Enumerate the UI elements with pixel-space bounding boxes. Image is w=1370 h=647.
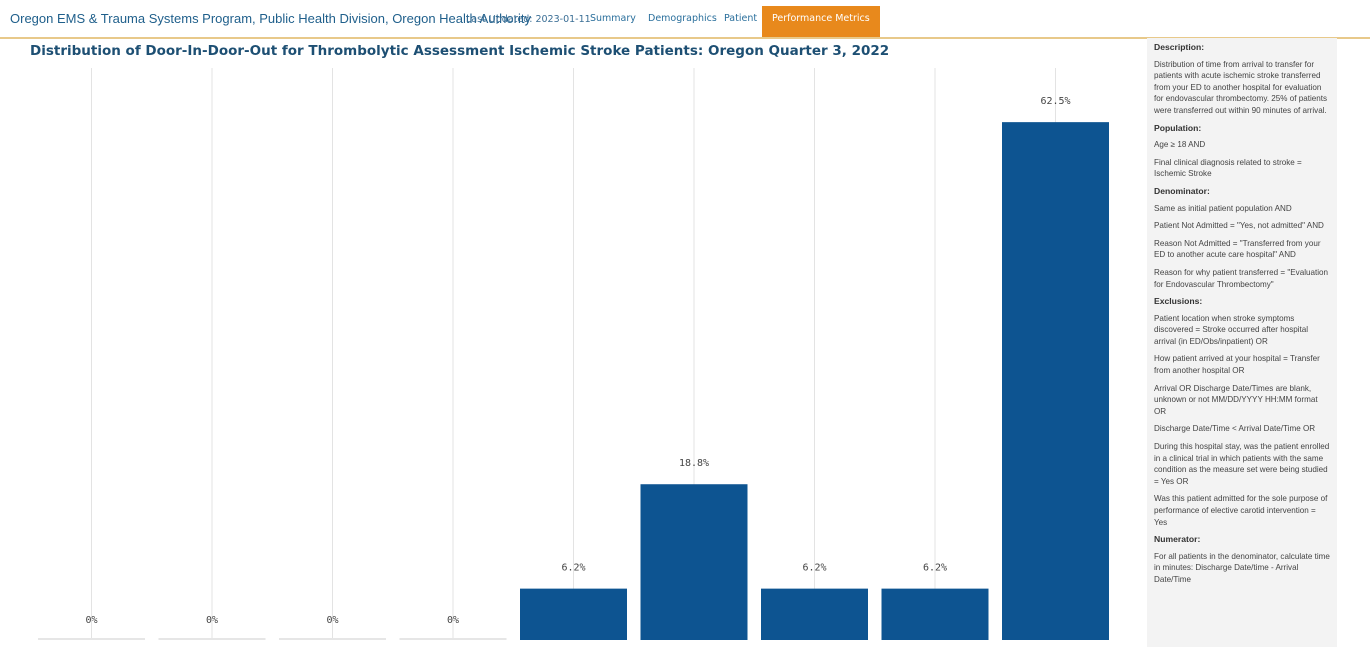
bar-value-label: 0% — [447, 615, 459, 626]
panel-heading: Exclusions: — [1154, 296, 1203, 307]
bar-value-label: 0% — [326, 615, 338, 626]
bar[interactable] — [399, 638, 507, 640]
panel-text: Age ≥ 18 AND — [1154, 140, 1206, 150]
panel-text: Distribution of time from arrival to tra… — [1154, 59, 1328, 115]
bar-value-label: 0% — [85, 615, 97, 626]
bar[interactable] — [520, 588, 627, 640]
panel-text: Discharge Date/Time < Arrival Date/Time … — [1154, 424, 1316, 434]
panel-heading: Numerator: — [1154, 534, 1201, 545]
bar-value-label: 6.2% — [561, 563, 585, 574]
panel-heading: Description: — [1154, 42, 1205, 52]
description-panel: Description: Distribution of time from ar… — [1147, 38, 1337, 647]
tab-patient[interactable]: Patient — [724, 13, 758, 24]
chart-title: Distribution of Door-In-Door-Out for Thr… — [30, 43, 890, 59]
bar-value-label: 6.2% — [923, 563, 947, 574]
panel-text: Reason Not Admitted = "Transferred from … — [1154, 238, 1321, 260]
bar[interactable] — [158, 638, 266, 640]
bar-value-label: 18.8% — [679, 458, 709, 469]
program-title: Oregon EMS & Trauma Systems Program, Pub… — [10, 11, 531, 26]
bar[interactable] — [761, 588, 868, 640]
panel-text: Same as initial patient population AND — [1154, 203, 1292, 213]
last-updated-label: Last Updated: 2023-01-11 — [466, 14, 591, 25]
bar[interactable] — [1002, 122, 1109, 641]
panel-text: For all patients in the denominator, cal… — [1154, 551, 1330, 584]
tab-demographics[interactable]: Demographics — [648, 13, 717, 24]
panel-text: Final clinical diagnosis related to stro… — [1154, 157, 1302, 179]
bar-value-label: 6.2% — [802, 563, 826, 574]
panel-heading: Denominator: — [1154, 185, 1210, 196]
panel-text: Reason for why patient transferred = "Ev… — [1154, 267, 1329, 289]
panel-text: Patient Not Admitted = "Yes, not admitte… — [1154, 221, 1324, 231]
bar-value-label: 0% — [206, 615, 218, 626]
panel-text: How patient arrived at your hospital = T… — [1154, 354, 1320, 376]
panel-heading: Population: — [1154, 122, 1202, 133]
tab-performance-metrics[interactable]: Performance Metrics — [762, 6, 880, 37]
bar[interactable] — [640, 484, 748, 640]
panel-text: Was this patient admitted for the sole p… — [1154, 494, 1328, 527]
bar[interactable] — [881, 588, 989, 640]
panel-text: During this hospital stay, was the patie… — [1154, 442, 1330, 486]
panel-text: Patient location when stroke symptoms di… — [1154, 313, 1309, 346]
bar-value-label: 62.5% — [1040, 96, 1070, 107]
bar[interactable] — [38, 638, 145, 640]
bar[interactable] — [279, 638, 386, 640]
tab-summary[interactable]: Summary — [590, 13, 636, 24]
bar-chart: 0% 0% 0% 0% 6.2% 18.8% 6.2% 6.2% 62.5% — [38, 68, 1109, 641]
top-nav-bar: Oregon EMS & Trauma Systems Program, Pub… — [0, 0, 1370, 39]
panel-text: Arrival OR Discharge Date/Times are blan… — [1154, 383, 1318, 416]
